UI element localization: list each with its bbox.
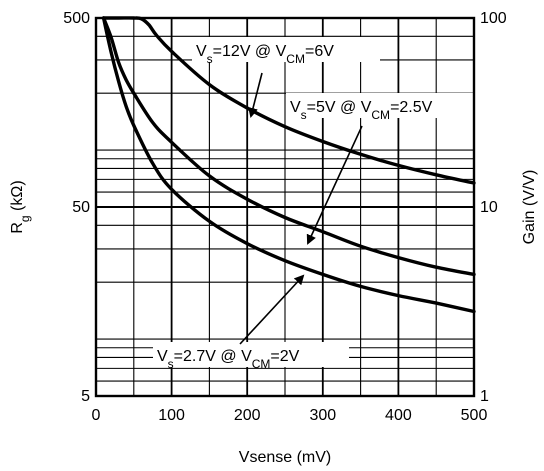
annotation-segment: =12V @ V <box>213 43 287 60</box>
y-left-label-sub: g <box>18 215 32 222</box>
y-right-tick-label: 1 <box>480 388 489 405</box>
annotation-segment: V <box>290 99 301 116</box>
x-tick-label: 100 <box>158 407 185 424</box>
annotation-5v: Vs=5V @ VCM=2.5V <box>286 93 474 245</box>
annotation-segment: V <box>196 43 207 60</box>
annotation-background <box>153 342 349 367</box>
x-axis-label: Vsense (mV) <box>239 449 331 466</box>
annotation-2-7v: Vs=2.7V @ VCM=2V <box>153 274 349 371</box>
y-left-tick-label: 50 <box>72 199 90 216</box>
annotation-arrow <box>239 274 305 345</box>
x-tick-label: 200 <box>234 407 261 424</box>
annotation-segment: =5V @ V <box>307 99 372 116</box>
x-tick-label: 500 <box>461 407 488 424</box>
annotation-segment: =2V <box>270 348 299 365</box>
annotation-subscript: s <box>207 52 213 66</box>
y-left-label-unit: (kΩ) <box>9 180 26 215</box>
annotation-subscript: CM <box>371 108 390 122</box>
y-axis-right-label: Gain (V/V) <box>521 170 538 245</box>
annotation-segment: =2.7V @ V <box>174 348 252 365</box>
series-line-2-7v <box>101 16 476 314</box>
annotation-background <box>192 37 380 62</box>
annotation-text: Vs=2.7V @ VCM=2V <box>157 348 300 371</box>
y-left-label-main: R <box>9 222 26 234</box>
y-right-tick-label: 100 <box>480 10 507 27</box>
plot-frame <box>94 16 476 398</box>
annotation-12v: Vs=12V @ VCM=6V <box>192 37 380 118</box>
annotation-background <box>286 93 474 118</box>
y-right-tick-label: 10 <box>480 199 498 216</box>
annotation-subscript: s <box>301 108 307 122</box>
annotation-segment: =6V <box>305 43 334 60</box>
x-tick-label: 0 <box>92 407 101 424</box>
annotation-text: Vs=12V @ VCM=6V <box>196 43 334 66</box>
annotation-subscript: s <box>168 357 174 371</box>
x-tick-label: 400 <box>385 407 412 424</box>
y-axis-left-label: Rg (kΩ) <box>9 180 32 233</box>
annotation-subscript: CM <box>252 357 271 371</box>
series-line-5v <box>101 16 476 277</box>
annotation-segment: =2.5V <box>390 99 433 116</box>
x-tick-label: 300 <box>309 407 336 424</box>
y-left-tick-label: 5 <box>81 388 90 405</box>
annotation-arrow <box>248 72 263 118</box>
tick-labels: 0 100 200 300 400 500 5 50 500 1 10 100 <box>63 10 507 424</box>
annotation-subscript: CM <box>286 52 305 66</box>
major-gridlines <box>96 18 474 396</box>
annotation-text: Vs=5V @ VCM=2.5V <box>290 99 433 122</box>
annotation-arrow <box>306 125 363 245</box>
annotation-segment: V <box>157 348 168 365</box>
y-left-tick-label: 500 <box>63 10 90 27</box>
